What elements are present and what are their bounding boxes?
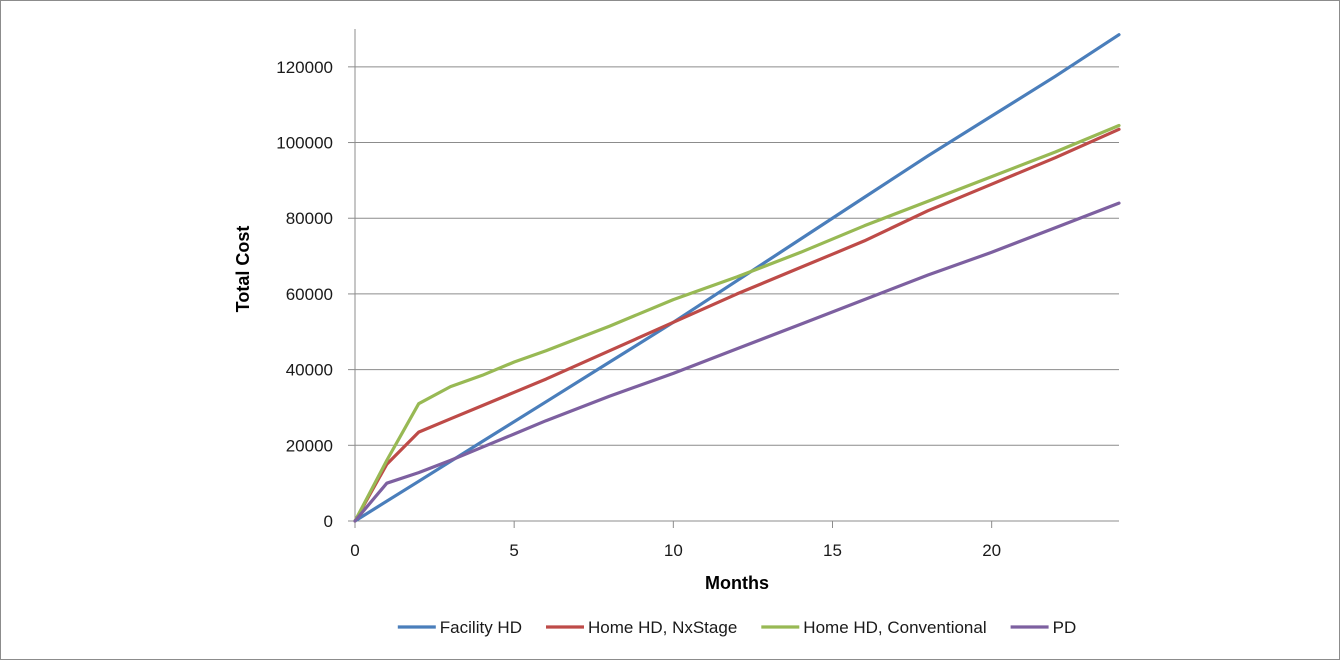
legend-item: Facility HD	[397, 618, 522, 637]
y-tick-label: 60000	[286, 285, 333, 304]
y-tick-label: 20000	[286, 436, 333, 455]
y-tick-label: 120000	[276, 58, 333, 77]
y-tick-label: 40000	[286, 361, 333, 380]
axes	[348, 29, 1119, 528]
series-line	[353, 127, 1121, 523]
tick-labels: 0 20000 40000 60000 80000 100000 120000 0 5 10 15 2…	[276, 58, 1001, 560]
x-tick-label: 10	[664, 541, 683, 560]
legend: Facility HD Home HD, NxStage Home HD, Conv…	[397, 618, 1077, 637]
legend-item: Home HD, NxStage	[546, 618, 737, 637]
x-tick-label: 20	[982, 541, 1001, 560]
legend-label: Home HD, Conventional	[803, 618, 986, 637]
x-axis-title: Months	[705, 573, 769, 593]
x-tick-label: 5	[509, 541, 518, 560]
legend-label: Home HD, NxStage	[588, 618, 737, 637]
legend-label: Facility HD	[440, 618, 522, 637]
y-axis-title: Total Cost	[233, 226, 253, 313]
series-line	[353, 33, 1121, 523]
x-tick-label: 15	[823, 541, 842, 560]
series-line	[353, 201, 1121, 523]
series-line	[353, 123, 1121, 523]
series-lines	[353, 33, 1121, 523]
y-tick-label: 100000	[276, 134, 333, 153]
y-tick-label: 0	[324, 512, 333, 531]
legend-label: PD	[1053, 618, 1077, 637]
gridlines	[355, 66, 1119, 446]
legend-item: Home HD, Conventional	[761, 618, 987, 637]
x-tick-label: 0	[350, 541, 359, 560]
y-tick-label: 80000	[286, 209, 333, 228]
legend-item: PD	[1010, 618, 1077, 637]
